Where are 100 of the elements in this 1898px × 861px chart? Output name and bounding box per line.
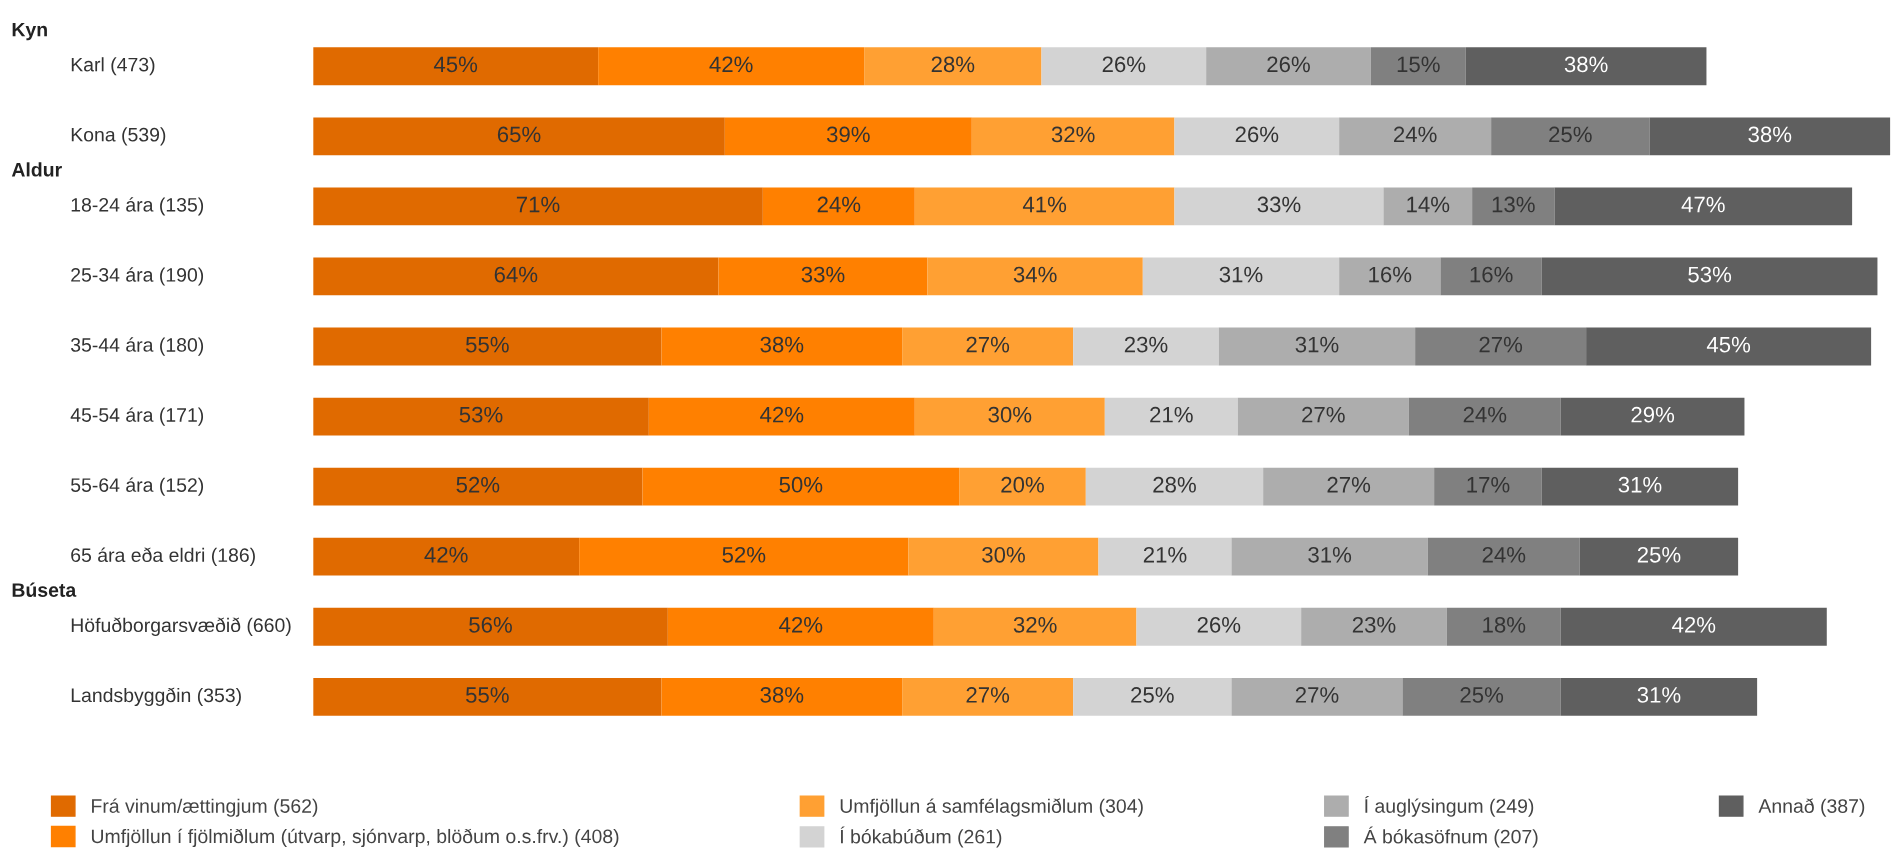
data-label: 29% [1631, 406, 1675, 423]
bar [902, 677, 1074, 716]
bar [762, 187, 915, 226]
bar [1136, 607, 1302, 646]
y-tick-label: Landsbyggðin (353) [71, 687, 241, 707]
bar [1041, 47, 1207, 86]
bar [1142, 257, 1340, 296]
bar [1434, 467, 1542, 506]
data-label: 25% [1637, 546, 1681, 563]
y-tick-label: 55-64 ára (152) [71, 477, 204, 496]
data-label: 14% [1407, 196, 1450, 213]
data-label: 55% [465, 687, 509, 703]
bar [313, 607, 668, 646]
y-tick-label: Karl (473) [71, 57, 155, 76]
bar [908, 537, 1099, 576]
bar [1231, 677, 1403, 716]
data-label: 38% [1748, 126, 1792, 143]
data-label: 38% [760, 336, 804, 353]
data-label: 33% [801, 266, 845, 283]
legend-label: Á bókasöfnum (207) [1363, 826, 1538, 848]
data-label: 39% [826, 126, 870, 143]
data-label: 32% [1013, 616, 1057, 633]
data-label: 24% [1482, 546, 1526, 563]
data-label: 71% [516, 196, 560, 213]
bar [914, 397, 1105, 436]
data-label: 21% [1150, 406, 1193, 423]
data-label: 25% [1460, 687, 1504, 703]
bar [1491, 117, 1650, 156]
bar [933, 607, 1137, 646]
y-tick-label: 35-44 ára (180) [70, 337, 204, 356]
data-label: 30% [988, 406, 1032, 423]
data-label: 24% [1394, 126, 1437, 143]
bar [642, 467, 960, 506]
data-label: 15% [1397, 56, 1440, 73]
data-label: 55% [465, 336, 509, 353]
bar [1174, 187, 1384, 226]
data-label: 23% [1352, 616, 1396, 633]
bar [313, 187, 763, 226]
data-label: 28% [1153, 476, 1196, 493]
bar [1301, 607, 1447, 646]
bar [313, 467, 643, 506]
data-label: 13% [1492, 196, 1535, 213]
bar [1560, 397, 1745, 436]
bar [1541, 467, 1739, 506]
bar [598, 47, 865, 86]
bar [724, 117, 972, 156]
data-label: 26% [1235, 126, 1279, 143]
data-label: 38% [760, 687, 804, 703]
data-label: 27% [1295, 687, 1339, 703]
y-tick-label: 18-24 ára (135) [71, 197, 204, 216]
bar [1560, 607, 1827, 646]
data-label: 24% [817, 196, 861, 213]
bar [1104, 397, 1238, 436]
data-label: 25% [1549, 126, 1592, 143]
legend-label: Frá vinum/ættingjum (562) [92, 798, 318, 817]
legend-label: Í auglýsingum (249) [1364, 795, 1534, 817]
data-label: 27% [1327, 476, 1371, 493]
data-label: 31% [1219, 266, 1263, 283]
data-label: 31% [1637, 687, 1681, 703]
bar [927, 257, 1143, 296]
bar [1339, 257, 1441, 296]
bar [718, 257, 928, 296]
bar [1237, 397, 1409, 436]
data-label: 23% [1124, 336, 1168, 353]
data-label: 42% [709, 56, 753, 73]
data-label: 45% [1706, 336, 1751, 353]
bar [313, 117, 725, 156]
data-label: 16% [1369, 266, 1412, 283]
data-label: 30% [982, 546, 1025, 563]
bar [667, 607, 934, 646]
data-label: 16% [1470, 266, 1513, 283]
data-label: 31% [1295, 336, 1339, 353]
text: Aldur [11, 162, 62, 177]
bar [661, 327, 903, 366]
data-label: 24% [1463, 406, 1507, 423]
bar [313, 47, 599, 86]
bar [313, 537, 580, 576]
data-label: 27% [966, 687, 1010, 703]
data-label: 42% [760, 406, 804, 423]
data-label: 26% [1102, 56, 1146, 73]
bar [1586, 327, 1872, 366]
data-label: 42% [424, 546, 468, 563]
data-label: 52% [722, 546, 766, 563]
bar [1218, 327, 1416, 366]
bar [914, 187, 1175, 226]
bar [864, 47, 1042, 86]
data-label: 42% [779, 616, 823, 633]
data-label: 53% [459, 406, 503, 423]
data-label: 18% [1483, 616, 1526, 633]
bar [579, 537, 909, 576]
y-tick-label: 25-34 ára (190) [71, 267, 204, 286]
data-label: 38% [1564, 56, 1608, 73]
data-label: 27% [966, 336, 1010, 353]
bar [1427, 537, 1580, 576]
data-label: 26% [1197, 616, 1241, 633]
data-label: 41% [1022, 196, 1067, 213]
data-label: 64% [494, 266, 538, 283]
data-label: 50% [779, 476, 823, 493]
bar [1554, 187, 1853, 226]
text: Kyn [12, 22, 47, 41]
